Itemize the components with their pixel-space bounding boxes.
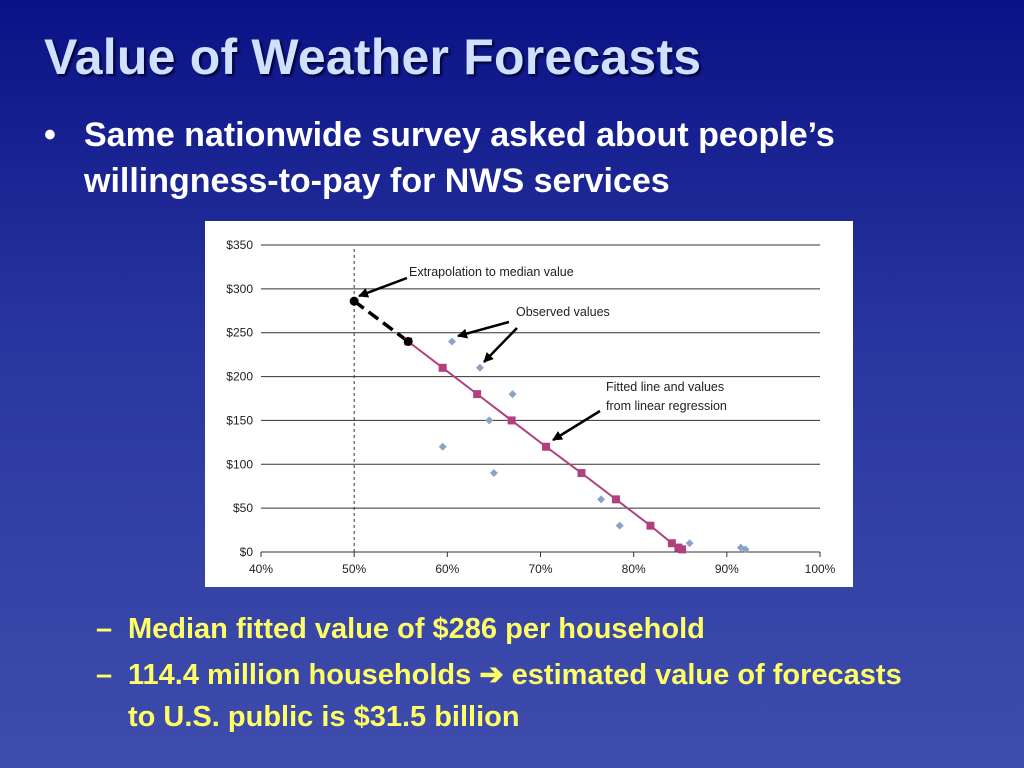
x-tick-label: 40% bbox=[249, 562, 273, 576]
observed-point bbox=[615, 521, 624, 530]
bullet-text: Same nationwide survey asked about peopl… bbox=[84, 116, 835, 200]
fitted-point bbox=[507, 416, 516, 425]
y-tick-label: $350 bbox=[226, 238, 253, 252]
sub-bullet-2-text: 114.4 million households ➔ estimated val… bbox=[128, 659, 902, 733]
observed-point bbox=[489, 469, 498, 478]
x-tick-label: 80% bbox=[622, 562, 646, 576]
annotation-observed: Observed values bbox=[516, 305, 610, 319]
arrow-observed-2 bbox=[483, 327, 518, 363]
x-tick-label: 90% bbox=[715, 562, 739, 576]
observed-point bbox=[508, 390, 517, 399]
annotation-fitted-1: Fitted line and values bbox=[606, 380, 724, 394]
bullet-marker: • bbox=[44, 116, 56, 154]
y-tick-label: $250 bbox=[226, 326, 253, 340]
observed-point bbox=[438, 442, 447, 451]
chart-panel: $0 $50 $100 $150 $200 $250 $300 $350 40% 50% 60% 70… bbox=[205, 221, 853, 587]
observed-point bbox=[741, 545, 750, 554]
observed-point bbox=[447, 337, 456, 346]
fitted-point bbox=[438, 363, 447, 372]
extrapolation-point bbox=[349, 296, 359, 306]
arrow-fitted bbox=[552, 409, 601, 442]
fitted-point bbox=[542, 442, 551, 451]
fitted-point bbox=[473, 390, 482, 399]
sub-marker: – bbox=[96, 659, 113, 691]
observed-point bbox=[485, 416, 494, 425]
x-tick-label: 50% bbox=[342, 562, 366, 576]
observed-point bbox=[685, 539, 694, 548]
extrapolation-point bbox=[403, 336, 413, 346]
arrow-observed-1 bbox=[457, 320, 510, 339]
annotation-fitted-2: from linear regression bbox=[606, 399, 727, 413]
fitted-point bbox=[646, 521, 655, 530]
fitted-point bbox=[611, 495, 620, 504]
arrow-extrapolation bbox=[358, 276, 408, 298]
observed-point bbox=[475, 363, 484, 372]
y-tick-label: $0 bbox=[240, 545, 254, 559]
sub-bullet-1-text: Median fitted value of $286 per househol… bbox=[128, 613, 705, 645]
y-tick-label: $200 bbox=[226, 370, 253, 384]
fitted-point bbox=[678, 545, 687, 554]
fitted-point bbox=[667, 539, 676, 548]
wtp-chart: $0 $50 $100 $150 $200 $250 $300 $350 40% 50% 60% 70… bbox=[226, 238, 836, 576]
observed-point bbox=[597, 495, 606, 504]
y-tick-label: $300 bbox=[226, 282, 253, 296]
sub-marker: – bbox=[96, 613, 113, 645]
extrapolation-line bbox=[353, 299, 410, 343]
y-tick-label: $150 bbox=[226, 413, 253, 427]
x-tick-label: 100% bbox=[805, 562, 836, 576]
annotation-extrapolation: Extrapolation to median value bbox=[409, 265, 574, 279]
fitted-point bbox=[577, 469, 586, 478]
x-tick-label: 70% bbox=[528, 562, 552, 576]
y-tick-label: $50 bbox=[233, 501, 253, 515]
y-tick-label: $100 bbox=[226, 457, 253, 471]
x-tick-label: 60% bbox=[435, 562, 459, 576]
slide-title: Value of Weather Forecasts bbox=[44, 29, 702, 85]
